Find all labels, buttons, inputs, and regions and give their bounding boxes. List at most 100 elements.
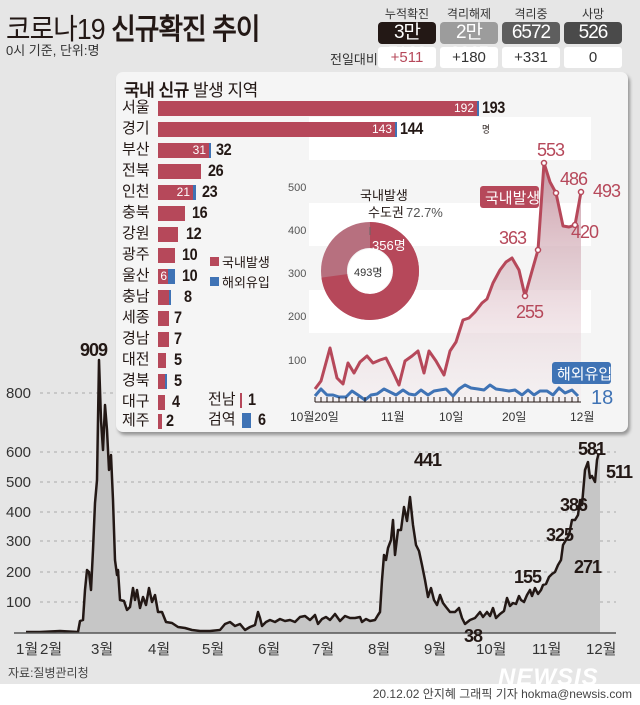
legend-swatch	[210, 277, 219, 286]
region-total: 12	[186, 224, 202, 243]
stat-deaths: 사망 526 0	[564, 6, 622, 68]
annotation-441: 441	[414, 450, 442, 470]
page-title: 코로나19 신규확진 추이	[6, 6, 260, 48]
y-tick: 800	[6, 385, 31, 402]
x-tick: 2월	[40, 641, 62, 658]
region-bar	[158, 332, 169, 347]
region-name: 경기	[122, 120, 150, 137]
bar-domestic-value: 21	[176, 185, 190, 199]
region-total: 5	[174, 371, 182, 390]
y-tick: 600	[6, 444, 31, 461]
region-name: 검역	[208, 411, 236, 428]
region-total: 144	[400, 119, 423, 138]
annotation-38: 38	[464, 626, 483, 646]
donut-chart	[321, 222, 419, 320]
stat-value: 526	[564, 22, 622, 44]
delta-label: 전일대비	[330, 52, 378, 67]
inset-x-tick: 10월20일	[290, 410, 339, 424]
inset-y-tick: 400	[288, 225, 306, 237]
inset-y-tick: 500	[288, 182, 306, 194]
stat-released: 격리해제 2만8065 +180	[440, 6, 498, 68]
region-bar: 6	[158, 269, 175, 284]
credit-line: 20.12.02 안지혜 그래픽 기자 hokma@newsis.com	[0, 684, 640, 705]
region-total: 5	[174, 350, 182, 369]
bar-domestic-value: 192	[453, 101, 474, 115]
region-total: 10	[182, 266, 198, 285]
region-total: 10	[182, 245, 198, 264]
inset-x-tick: 11월	[381, 410, 405, 424]
title-bold: 신규확진 추이	[111, 14, 260, 46]
region-bar	[158, 414, 162, 429]
annotation-581: 581	[578, 439, 606, 459]
donut-segment-label: 356명	[372, 238, 406, 253]
y-tick: 400	[6, 504, 31, 521]
region-total: 7	[174, 329, 182, 348]
region-bar	[158, 248, 175, 263]
inset-y-tick: 300	[288, 268, 306, 280]
region-total: 16	[192, 203, 208, 222]
inset-x-tick: 20일	[502, 410, 526, 424]
region-total: 8	[184, 287, 192, 306]
x-tick: 8월	[368, 641, 390, 658]
source-text: 자료:질병관리청	[8, 666, 89, 680]
region-bar	[158, 395, 165, 410]
region-bar: 143	[158, 122, 397, 137]
region-name: 부산	[122, 141, 150, 158]
region-bar	[158, 206, 185, 221]
region-name: 충북	[122, 204, 150, 221]
peak-486: 486	[560, 169, 588, 189]
stat-isolated: 격리중 6572 +331	[502, 6, 560, 68]
legend-domestic: 국내발생	[210, 252, 270, 271]
x-tick: 1월	[16, 641, 38, 658]
stat-label: 사망	[581, 7, 605, 21]
region-name: 서울	[122, 99, 150, 116]
region-bar: 31	[158, 143, 211, 158]
x-tick: 12월	[586, 641, 617, 658]
title-light: 코로나19	[6, 14, 112, 46]
region-total: 2	[166, 411, 174, 430]
peak-363: 363	[499, 228, 527, 248]
y-tick: 500	[6, 474, 31, 491]
peak-420: 420	[571, 222, 599, 242]
legend-swatch	[210, 257, 219, 266]
region-bar: 192	[158, 101, 479, 116]
x-tick: 6월	[258, 641, 280, 658]
legend-label: 해외유입	[222, 275, 270, 290]
region-name: 경남	[122, 330, 150, 347]
peak-255: 255	[516, 302, 544, 322]
annotation-155: 155	[514, 567, 542, 587]
region-name: 경북	[122, 372, 150, 389]
imported-last-value: 18	[591, 387, 613, 409]
x-tick: 7월	[312, 641, 334, 658]
region-total: 23	[202, 182, 218, 201]
donut-label: 국내발생	[360, 188, 408, 203]
peak-553: 553	[537, 140, 565, 160]
peak-493: 493	[593, 181, 621, 201]
region-name: 충남	[122, 288, 150, 305]
x-tick: 9월	[424, 641, 446, 658]
region-name: 대구	[122, 393, 150, 410]
region-name: 전남	[208, 391, 236, 408]
region-inset-panel: 국내 신규 발생 지역 500 400 300 200 100	[116, 72, 628, 432]
region-name: 강원	[122, 225, 150, 242]
annotation-511: 511	[606, 462, 633, 482]
region-total: 4	[172, 392, 180, 411]
region-total: 193명	[482, 98, 505, 136]
bar-domestic-value: 143	[371, 122, 392, 136]
inset-y-tick: 200	[288, 311, 306, 323]
region-bar	[158, 353, 166, 368]
stat-delta: +180	[440, 47, 498, 68]
region-bar	[240, 393, 242, 408]
y-tick: 100	[6, 594, 31, 611]
region-bar	[158, 290, 171, 305]
subtitle: 0시 기준, 단위:명	[6, 43, 100, 58]
region-bar	[158, 311, 169, 326]
region-total: 1	[248, 390, 256, 409]
imported-badge: 해외유입	[557, 366, 612, 383]
inset-y-tick: 100	[288, 355, 306, 367]
stat-label: 격리해제	[446, 7, 492, 21]
x-tick: 3월	[91, 641, 113, 658]
region-name: 전북	[122, 162, 150, 179]
region-name: 광주	[122, 246, 150, 263]
legend-imported: 해외유입	[210, 272, 270, 291]
